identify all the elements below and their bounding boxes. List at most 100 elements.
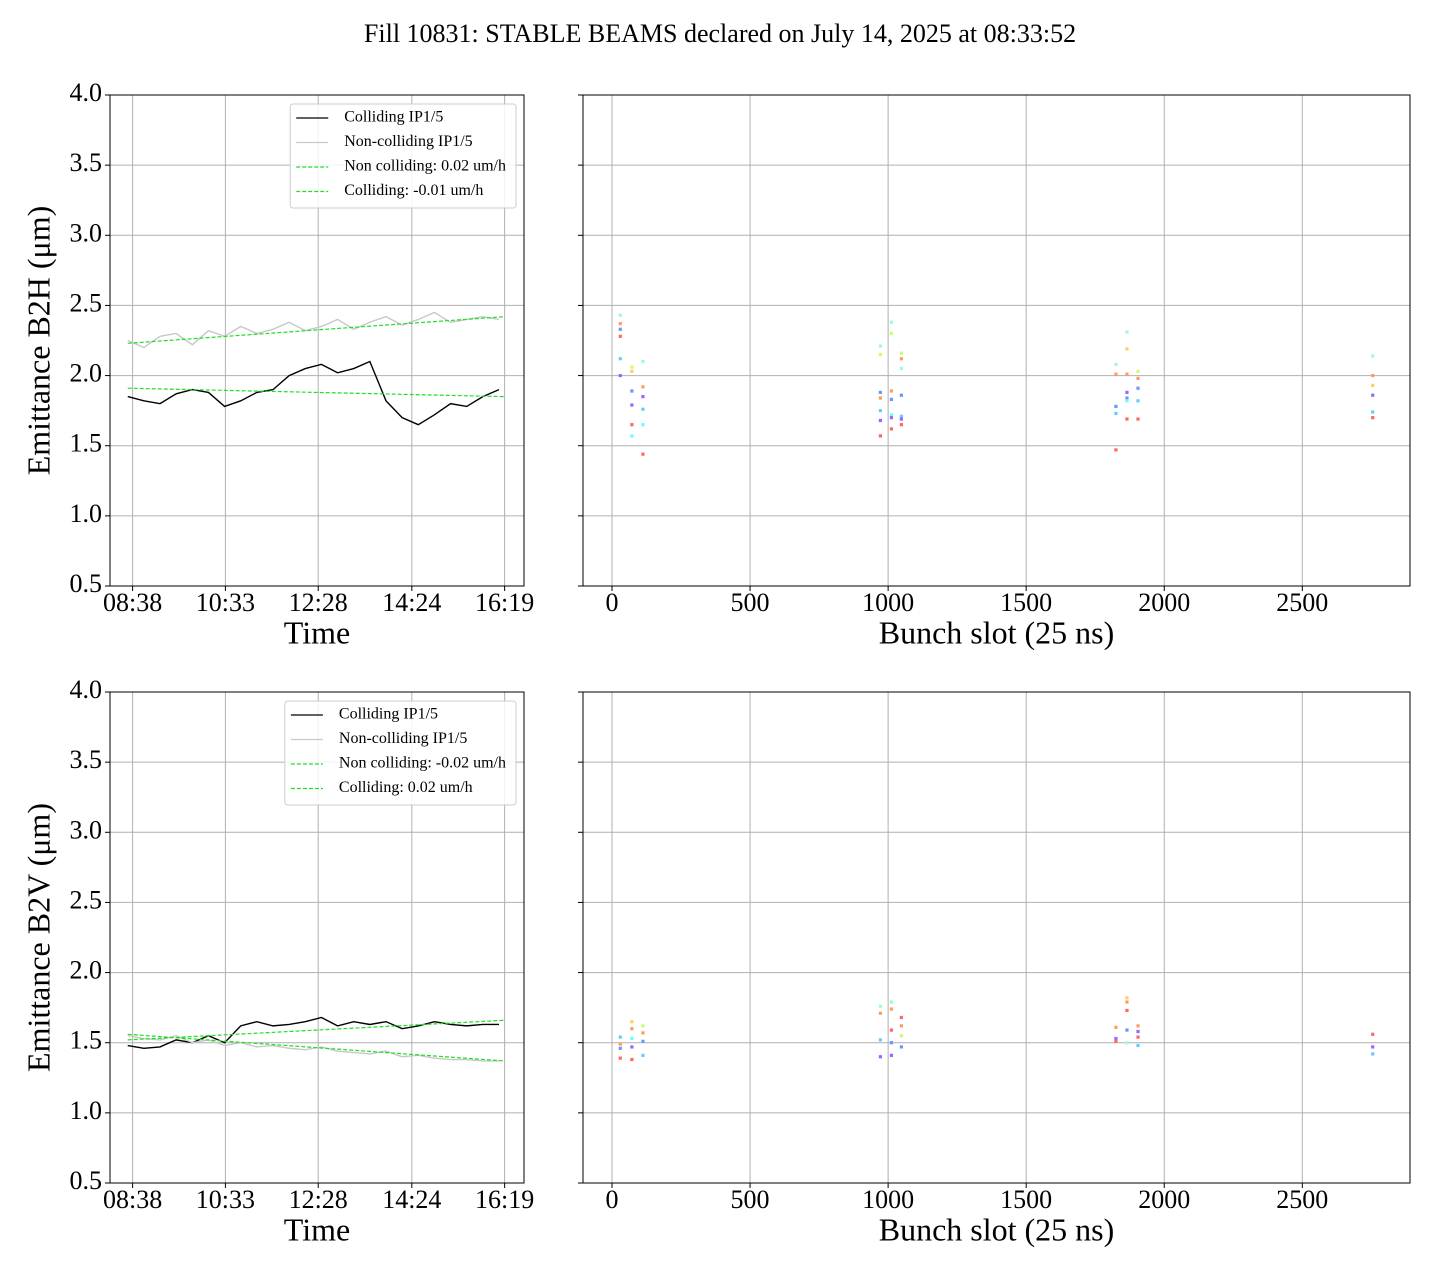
series-line	[127, 311, 500, 349]
scatter-point	[1125, 1008, 1129, 1013]
legend-box	[289, 103, 517, 209]
scatter-point	[1125, 1041, 1129, 1045]
y-tick-label: 0.5	[70, 569, 103, 598]
scatter-point	[630, 423, 634, 427]
scatter-point	[899, 1024, 903, 1028]
legend-box	[284, 700, 517, 806]
scatter-point	[1371, 383, 1375, 387]
x-tick-label: 1500	[1000, 588, 1052, 617]
x-tick-label: 0	[605, 588, 618, 617]
x-tick-label: 0	[605, 1185, 618, 1214]
scatter-point	[1371, 410, 1375, 414]
scatter-point	[899, 366, 903, 371]
scatter-point	[1114, 1025, 1118, 1029]
scatter-point	[878, 1055, 882, 1059]
scatter-point	[1136, 1024, 1140, 1028]
scatter-point	[641, 1024, 645, 1028]
scatter-point	[899, 423, 903, 427]
scatter-point	[618, 1035, 622, 1039]
scatter-point	[1136, 376, 1140, 380]
scatter-point	[641, 452, 645, 456]
scatter-point	[1371, 1032, 1375, 1036]
legend-label: Non colliding: 0.02 um/h	[344, 158, 506, 175]
plot-area	[127, 1016, 505, 1062]
scatter-point	[1371, 354, 1375, 358]
x-tick-label: 16:19	[475, 588, 534, 617]
scatter-point	[889, 397, 894, 402]
legend: Colliding IP1/5 Non-colliding IP1/5 Non co…	[289, 103, 517, 209]
scatter-point	[1371, 373, 1375, 378]
x-axis-label: Bunch slot (25 ns)	[879, 614, 1115, 650]
subplot: 0.5 1.0 1.5 2.0 2.5 3.0 3.5 4.0 08:38 10:33 12:28 1…	[20, 78, 534, 650]
x-tick-label: 14:24	[382, 1185, 441, 1214]
x-tick-label: 10:33	[196, 1185, 255, 1214]
series-line	[127, 316, 505, 344]
y-tick-label: 2.5	[70, 288, 103, 317]
x-tick-label: 1500	[1000, 1185, 1052, 1214]
plot-area	[618, 313, 1375, 456]
legend-label: Colliding IP1/5	[339, 706, 438, 723]
scatter-point	[630, 1045, 634, 1049]
y-tick-label: 4.0	[70, 78, 103, 107]
legend-label: Colliding IP1/5	[344, 109, 443, 126]
scatter-point	[1136, 386, 1140, 390]
scatter-point	[1136, 1035, 1140, 1039]
scatter-point	[641, 385, 645, 389]
scatter-point	[618, 357, 622, 361]
scatter-point	[1125, 1028, 1129, 1032]
scatter-point	[878, 396, 882, 400]
scatter-point	[899, 357, 903, 361]
y-axis-label: Emittance B2V (μm)	[20, 803, 56, 1072]
subplot: 0.5 1.0 1.5 2.0 2.5 3.0 3.5 4.0 08:38 10:33 12:28 1…	[20, 675, 534, 1247]
scatter-point	[878, 434, 882, 438]
scatter-point	[641, 423, 645, 427]
y-tick-label: 3.5	[70, 745, 103, 774]
subplot: 0 500 1000 1500 2000 2500 Bunch slot (25 ns)	[578, 94, 1411, 650]
plot-area	[127, 311, 505, 426]
x-tick-label: 16:19	[475, 1185, 534, 1214]
figure-title: Fill 10831: STABLE BEAMS declared on Jul…	[364, 19, 1076, 48]
x-tick-label: 12:28	[289, 588, 348, 617]
axes-frame	[582, 94, 1411, 587]
x-tick-label: 1000	[862, 1185, 914, 1214]
scatter-point	[878, 344, 882, 348]
scatter-point	[641, 1031, 645, 1035]
scatter-point	[1114, 404, 1118, 409]
series-line	[127, 360, 500, 426]
scatter-point	[641, 1053, 645, 1057]
scatter-point	[1125, 417, 1129, 421]
scatter-point	[1125, 399, 1129, 403]
scatter-point	[889, 1041, 894, 1045]
scatter-point	[878, 1011, 882, 1015]
scatter-point	[878, 409, 882, 413]
scatter-point	[1136, 399, 1140, 403]
scatter-point	[641, 1039, 645, 1043]
scatter-point	[878, 1038, 882, 1042]
legend: Colliding IP1/5 Non-colliding IP1/5 Non co…	[284, 700, 517, 806]
scatter-point	[1114, 1036, 1118, 1041]
scatter-point	[1125, 1000, 1129, 1004]
x-tick-label: 08:38	[103, 1185, 162, 1214]
y-tick-label: 1.5	[70, 1026, 103, 1055]
scatter-point	[630, 389, 634, 393]
scatter-point	[899, 351, 903, 355]
scatter-point	[889, 320, 894, 324]
scatter-point	[1136, 417, 1140, 421]
series-line	[127, 1019, 505, 1041]
scatter-point	[899, 414, 903, 418]
x-tick-label: 2500	[1276, 588, 1328, 617]
scatter-point	[641, 395, 645, 399]
series-line	[127, 387, 505, 398]
scatter-point	[899, 1045, 903, 1049]
y-tick-label: 1.0	[70, 1096, 103, 1125]
x-axis-label: Time	[284, 1211, 350, 1247]
scatter-point	[1114, 448, 1118, 452]
x-tick-label: 08:38	[103, 588, 162, 617]
scatter-point	[618, 334, 622, 338]
scatter-point	[878, 1004, 882, 1008]
legend-label: Colliding: 0.02 um/h	[339, 779, 473, 796]
scatter-point	[1114, 1039, 1118, 1043]
scatter-point	[1371, 416, 1375, 420]
y-axis-label: Emittance B2H (μm)	[20, 206, 56, 476]
